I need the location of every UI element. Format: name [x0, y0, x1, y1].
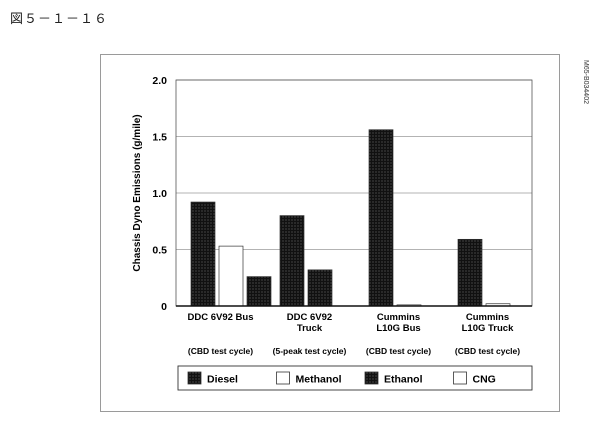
legend-swatch-cng [453, 371, 467, 385]
y-tick-label: 2.0 [152, 75, 167, 87]
bars [190, 129, 511, 307]
bar-diesel-3 [368, 129, 394, 307]
y-tick-label: 0.5 [152, 245, 167, 257]
test-cycle-label: (5-peak test cycle) [273, 346, 347, 356]
x-category-label: L10G Truck [462, 323, 514, 334]
labels: 0 0.5 1.0 1.5 2.0 Chassis Dyno Emissions (g/m… [132, 75, 520, 356]
test-cycle-label: (CBD test cycle) [366, 346, 431, 356]
x-category-label: DDC 6V92 [287, 312, 332, 323]
legend-box [177, 365, 533, 391]
x-category-label: L10G Bus [376, 323, 420, 334]
bar-ethanol-1 [246, 276, 272, 307]
bar-diesel-2 [279, 215, 305, 307]
y-tick-label: 1.0 [152, 188, 167, 200]
legend-swatch-ethanol [364, 371, 379, 385]
test-cycle-label: (CBD test cycle) [188, 346, 253, 356]
legend-label-cng: CNG [473, 374, 496, 386]
legend-label-ethanol: Ethanol [384, 374, 423, 386]
chart-frame [100, 54, 560, 412]
grid-lines [176, 79, 532, 250]
x-category-label: Cummins [466, 312, 509, 323]
y-axis-title: Chassis Dyno Emissions (g/mile) [132, 114, 143, 271]
side-code: M65-B034402 [582, 60, 589, 104]
bar-ethanol-2 [307, 269, 333, 307]
axes [175, 79, 533, 307]
figure-label: 図５－１－１６ [10, 12, 109, 27]
test-cycle-label: (CBD test cycle) [455, 346, 520, 356]
legend-swatch-diesel [187, 371, 202, 385]
x-category-label: Truck [297, 323, 323, 334]
bar-diesel-4 [457, 238, 483, 307]
bar-diesel-1 [190, 201, 216, 307]
y-tick-label: 1.5 [152, 132, 167, 144]
bar-methanol-1 [218, 245, 244, 307]
legend-swatch-methanol [276, 371, 290, 385]
legend-label-methanol: Methanol [296, 374, 342, 386]
x-category-label: DDC 6V92 Bus [188, 312, 254, 323]
x-category-label: Cummins [377, 312, 420, 323]
y-tick-label: 0 [161, 301, 167, 313]
legend: Diesel Methanol Ethanol CNG [177, 365, 533, 391]
legend-label-diesel: Diesel [207, 374, 238, 386]
